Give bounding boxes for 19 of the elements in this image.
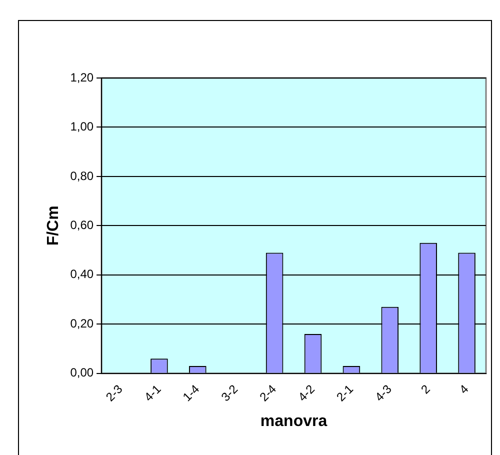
x-tick-label: 4-1 bbox=[142, 382, 164, 404]
x-tick-label: 2-3 bbox=[103, 382, 126, 404]
y-tick-label: 0,20 bbox=[70, 316, 94, 330]
y-tick-label: 0,40 bbox=[70, 267, 94, 282]
y-tick-label: 1,20 bbox=[70, 70, 94, 84]
x-tick-label: 4 bbox=[456, 382, 472, 397]
y-tick-label: 0,00 bbox=[70, 366, 94, 380]
x-axis-title: manovra bbox=[260, 412, 328, 430]
x-tick-label: 2-1 bbox=[334, 382, 356, 404]
y-tick-label: 0,80 bbox=[70, 168, 94, 183]
y-tick-label: 0,60 bbox=[70, 218, 94, 232]
x-tick-label: 2-4 bbox=[256, 382, 280, 404]
x-tick-label: 3-2 bbox=[218, 382, 241, 404]
y-axis-title: F/Cm bbox=[45, 206, 62, 246]
x-tick-label: 2 bbox=[418, 382, 434, 397]
x-tick-label: 4-3 bbox=[372, 382, 395, 404]
y-tick-label: 1,00 bbox=[70, 120, 94, 134]
x-tick-label: 4-2 bbox=[295, 382, 318, 404]
x-tick-label: 1-4 bbox=[180, 382, 202, 404]
